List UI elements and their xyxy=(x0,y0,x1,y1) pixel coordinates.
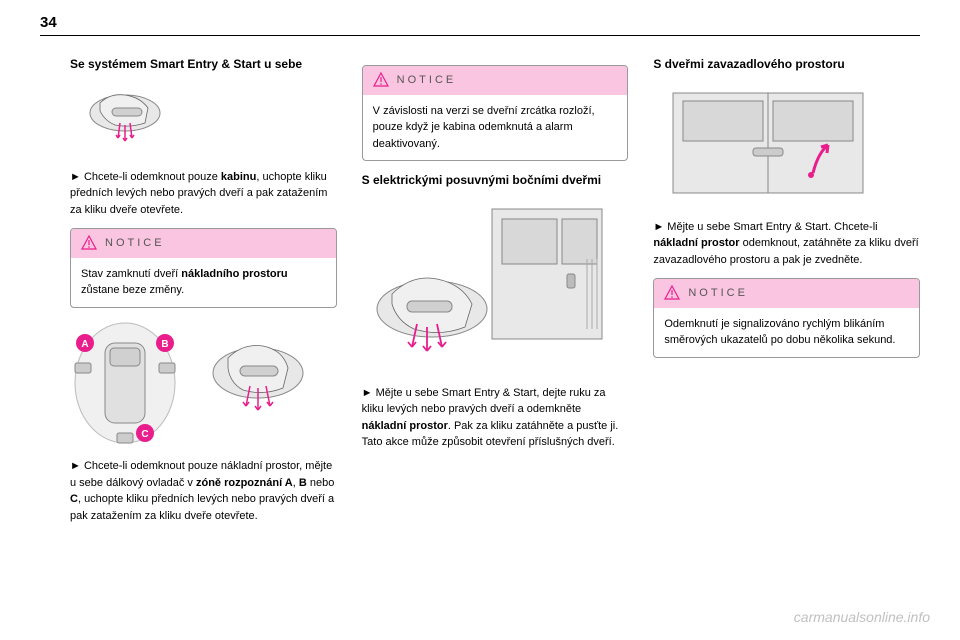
bold-text: kabinu xyxy=(221,171,256,183)
bold-text: nákladní prostor xyxy=(362,420,448,432)
hand-handle-illustration-1 xyxy=(70,83,337,159)
notice-body: Odemknutí je signalizováno rychlým bliká… xyxy=(654,308,919,357)
text-fragment: ► Chcete-li odemknout pouze xyxy=(70,171,221,183)
text-fragment: , uchopte kliku předních levých nebo pra… xyxy=(70,493,334,522)
col1-text-1: ► Chcete-li odemknout pouze kabinu, ucho… xyxy=(70,169,337,219)
text-fragment: nebo xyxy=(307,477,335,489)
header-divider xyxy=(40,35,920,36)
notice-box-1: NOTICE Stav zamknutí dveří nákladního pr… xyxy=(70,228,337,308)
notice-body: Stav zamknutí dveří nákladního prostoru … xyxy=(71,258,336,307)
notice-title: NOTICE xyxy=(688,285,748,302)
warning-icon xyxy=(664,285,680,301)
text-fragment: Stav zamknutí dveří xyxy=(81,268,181,280)
column-3: S dveřmi zavazadlového prostoru ► Mějte … xyxy=(653,55,920,529)
column-1: Se systémem Smart Entry & Start u sebe ►… xyxy=(70,55,337,529)
notice-header: NOTICE xyxy=(363,66,628,95)
page-content: Se systémem Smart Entry & Start u sebe ►… xyxy=(70,55,920,529)
watermark: carmanualsonline.info xyxy=(794,609,930,625)
tailgate-illustration xyxy=(653,83,920,209)
notice-title: NOTICE xyxy=(105,235,165,252)
notice-box-2: NOTICE V závislosti na verzi se dveřní z… xyxy=(362,65,629,161)
col1-text-2: ► Chcete-li odemknout pouze nákladní pro… xyxy=(70,458,337,524)
text-fragment: ► Mějte u sebe Smart Entry & Start, dejt… xyxy=(362,387,606,416)
dual-illustration: A B C xyxy=(70,318,337,454)
col2-text-1: ► Mějte u sebe Smart Entry & Start, dejt… xyxy=(362,385,629,451)
text-fragment: zůstane beze změny. xyxy=(81,284,184,296)
sliding-door-illustration xyxy=(362,199,629,375)
van-zones-illustration: A B C xyxy=(70,318,180,454)
page-number: 34 xyxy=(40,14,57,31)
bold-text: zóně rozpoznání A xyxy=(196,477,293,489)
column-2: NOTICE V závislosti na verzi se dveřní z… xyxy=(362,55,629,529)
svg-text:A: A xyxy=(81,339,88,350)
svg-text:C: C xyxy=(141,429,148,440)
notice-box-3: NOTICE Odemknutí je signalizováno rychlý… xyxy=(653,278,920,358)
hand-handle-illustration-2 xyxy=(188,318,318,444)
col2-title: S elektrickými posuvnými bočními dveřmi xyxy=(362,171,629,189)
bold-text: C xyxy=(70,493,78,505)
warning-icon xyxy=(81,235,97,251)
bold-text: nákladní prostor xyxy=(653,237,739,249)
warning-icon xyxy=(373,72,389,88)
notice-title: NOTICE xyxy=(397,72,457,89)
notice-header: NOTICE xyxy=(71,229,336,258)
col3-text-1: ► Mějte u sebe Smart Entry & Start. Chce… xyxy=(653,219,920,269)
bold-text: nákladního prostoru xyxy=(181,268,287,280)
bold-text: B xyxy=(299,477,307,489)
notice-header: NOTICE xyxy=(654,279,919,308)
col3-title: S dveřmi zavazadlového prostoru xyxy=(653,55,920,73)
notice-body: V závislosti na verzi se dveřní zrcátka … xyxy=(363,95,628,161)
col1-title: Se systémem Smart Entry & Start u sebe xyxy=(70,55,337,73)
svg-text:B: B xyxy=(161,339,168,350)
text-fragment: ► Mějte u sebe Smart Entry & Start. Chce… xyxy=(653,221,877,233)
